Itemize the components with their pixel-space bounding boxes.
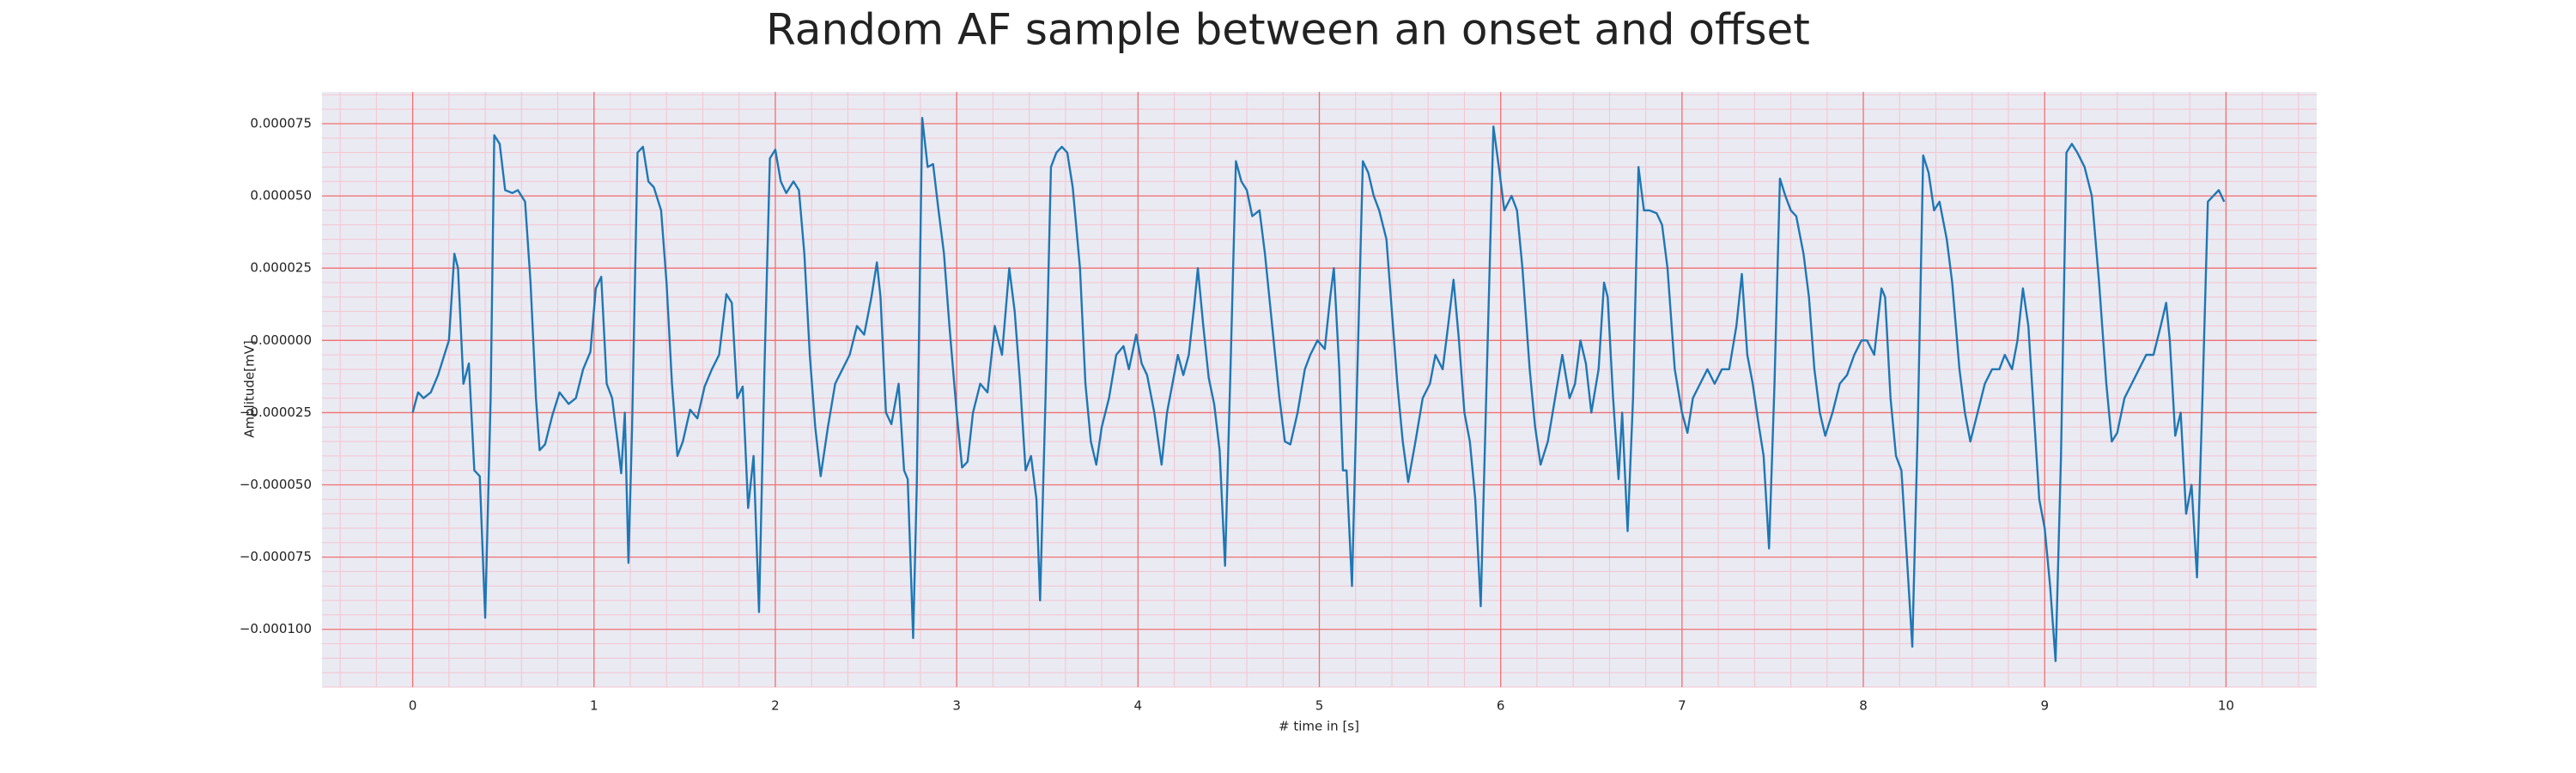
y-tick-label: −0.000050 [240, 477, 312, 492]
x-tick-label: 0 [409, 698, 417, 714]
y-tick-label: −0.000075 [240, 549, 312, 564]
major-grid [322, 92, 2317, 687]
y-tick-label: 0.000000 [250, 332, 312, 348]
x-tick-label: 2 [771, 698, 780, 714]
y-tick-label: 0.000075 [250, 116, 312, 131]
y-tick-label: −0.000100 [240, 621, 312, 636]
x-tick-label: 9 [2040, 698, 2049, 714]
x-tick-label: 3 [952, 698, 961, 714]
x-tick-label: 5 [1315, 698, 1324, 714]
x-tick-label: 4 [1134, 698, 1143, 714]
y-tick-label: 0.000025 [250, 260, 312, 276]
x-tick-label: 8 [1859, 698, 1868, 714]
x-axis-label: # time in [s] [1279, 719, 1359, 734]
y-tick-label: 0.000050 [250, 188, 312, 204]
x-tick-label: 10 [2218, 698, 2234, 714]
y-axis-label: Amplitude[mV] [242, 340, 258, 437]
signal-line [411, 117, 2226, 662]
x-tick-label: 1 [590, 698, 598, 714]
chart-title: Random AF sample between an onset and of… [766, 5, 1810, 55]
x-tick-label: 6 [1497, 698, 1505, 714]
y-tick-label: −0.000025 [240, 405, 312, 420]
x-tick-label: 7 [1678, 698, 1686, 714]
